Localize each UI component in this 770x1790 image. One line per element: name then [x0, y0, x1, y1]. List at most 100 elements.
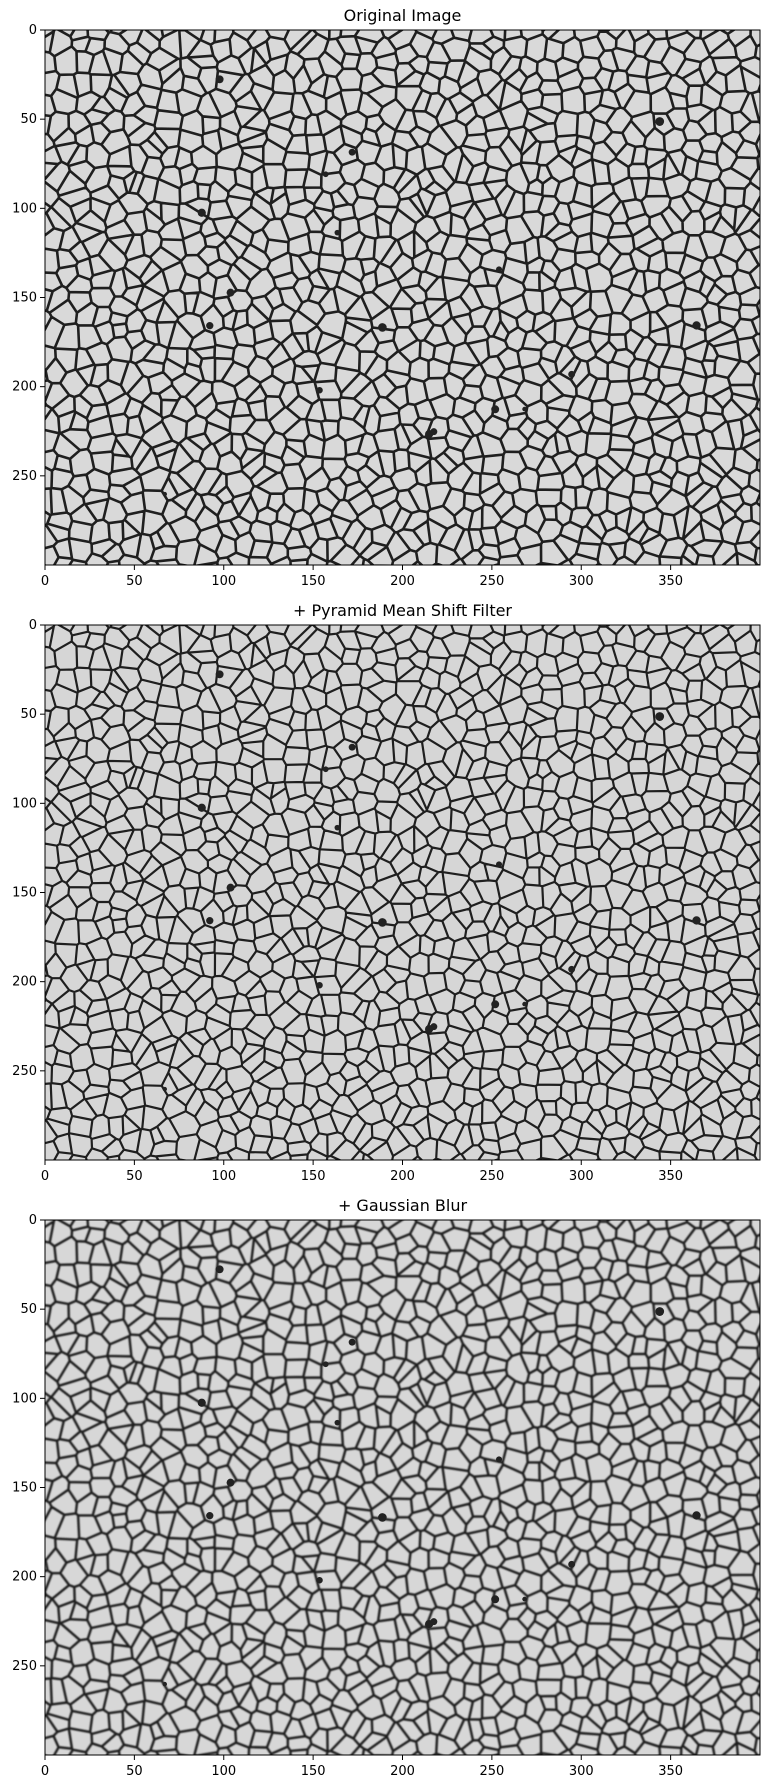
x-tick-label: 50 — [126, 1169, 143, 1184]
speckle — [322, 1361, 329, 1368]
speckle — [226, 883, 235, 892]
x-tick-label: 300 — [569, 1169, 594, 1184]
speckle — [334, 824, 341, 831]
y-tick-label: 100 — [12, 201, 37, 216]
x-tick-label: 100 — [211, 1764, 236, 1779]
speckle — [568, 1560, 576, 1568]
x-tick-label: 100 — [211, 574, 236, 589]
image-axes: 0 50 100 150 200 250 300 350 0 50 100 150 200 250 — [12, 23, 761, 589]
grain-boundaries — [45, 1220, 760, 1755]
y-tick-label: 0 — [29, 1213, 37, 1228]
y-tick-label: 250 — [12, 1064, 37, 1079]
y-tick-label: 200 — [12, 1570, 37, 1585]
speckle — [430, 1618, 438, 1626]
speckle — [206, 1512, 214, 1520]
x-tick-label: 0 — [41, 1169, 49, 1184]
speckle — [162, 1086, 167, 1092]
speckle — [162, 491, 167, 497]
speckle — [215, 75, 224, 84]
grain-boundaries — [45, 625, 760, 1160]
y-tick-label: 50 — [20, 112, 37, 127]
x-tick-label: 100 — [211, 1169, 236, 1184]
speckle — [655, 1307, 665, 1316]
speckle — [491, 1000, 500, 1009]
x-tick-label: 50 — [126, 1764, 143, 1779]
y-tick-label: 200 — [12, 380, 37, 395]
y-tick-label: 50 — [20, 707, 37, 722]
panel-title: + Gaussian Blur — [337, 1196, 468, 1215]
speckle — [348, 1338, 356, 1346]
speckle — [378, 323, 387, 332]
x-tick-label: 150 — [301, 574, 326, 589]
panel-title: Original Image — [343, 6, 462, 25]
speckle — [322, 171, 329, 178]
speckle — [316, 386, 323, 394]
speckle — [316, 981, 323, 989]
x-tick-label: 350 — [658, 574, 683, 589]
x-tick-label: 350 — [658, 1764, 683, 1779]
speckle — [655, 117, 665, 126]
x-tick-label: 350 — [658, 1169, 683, 1184]
speckle — [334, 229, 341, 236]
x-tick-label: 200 — [390, 574, 415, 589]
y-tick-label: 150 — [12, 291, 37, 306]
speckle — [348, 148, 356, 156]
speckle — [692, 321, 701, 330]
y-tick-label: 100 — [12, 796, 37, 811]
speckle — [495, 1456, 503, 1463]
speckle — [378, 1513, 387, 1522]
speckle — [197, 1398, 206, 1407]
y-tick-label: 0 — [29, 23, 37, 38]
panel-gaussian-blur: + Gaussian Blur 0 50 100 150 200 250 300 350 0 50… — [0, 1190, 770, 1785]
speckle — [226, 288, 235, 297]
x-tick-label: 250 — [479, 1764, 504, 1779]
speckle — [692, 916, 701, 925]
speckle — [655, 712, 665, 721]
speckle — [522, 406, 527, 412]
speckle — [206, 917, 214, 925]
x-tick-label: 200 — [390, 1764, 415, 1779]
speckle — [226, 1478, 235, 1487]
speckle — [522, 1001, 527, 1007]
x-tick-label: 300 — [569, 574, 594, 589]
x-tick-label: 200 — [390, 1169, 415, 1184]
y-tick-label: 250 — [12, 1659, 37, 1674]
x-tick-label: 250 — [479, 1169, 504, 1184]
speckle — [692, 1511, 701, 1520]
speckle — [378, 918, 387, 927]
speckle — [430, 428, 438, 436]
speckle — [197, 208, 206, 217]
speckle — [568, 370, 576, 378]
speckle — [495, 861, 503, 868]
x-tick-label: 250 — [479, 574, 504, 589]
x-tick-label: 0 — [41, 574, 49, 589]
panel-original-image: Original Image 0 50 100 150 200 250 300 350 0 50 1… — [0, 0, 770, 595]
y-tick-label: 50 — [20, 1302, 37, 1317]
speckle — [215, 1265, 224, 1274]
y-tick-label: 200 — [12, 975, 37, 990]
image-axes: 0 50 100 150 200 250 300 350 0 50 100 150 200 250 — [12, 1213, 761, 1779]
speckle — [206, 322, 214, 330]
y-tick-label: 0 — [29, 618, 37, 633]
y-tick-label: 150 — [12, 886, 37, 901]
x-tick-label: 0 — [41, 1764, 49, 1779]
speckle — [430, 1023, 438, 1031]
panel-title: + Pyramid Mean Shift Filter — [292, 601, 513, 620]
image-axes: 0 50 100 150 200 250 300 350 0 50 100 150 200 250 — [12, 618, 761, 1184]
speckle — [316, 1576, 323, 1584]
speckle — [322, 766, 329, 773]
x-tick-label: 50 — [126, 574, 143, 589]
speckle — [568, 965, 576, 973]
x-tick-label: 300 — [569, 1764, 594, 1779]
speckle — [334, 1419, 341, 1426]
speckle — [491, 1595, 500, 1604]
y-tick-label: 150 — [12, 1481, 37, 1496]
y-tick-label: 100 — [12, 1391, 37, 1406]
grain-boundaries — [45, 30, 760, 565]
x-tick-label: 150 — [301, 1169, 326, 1184]
x-tick-label: 150 — [301, 1764, 326, 1779]
speckle — [162, 1681, 167, 1687]
y-tick-label: 250 — [12, 469, 37, 484]
panel-pyramid-mean-shift: + Pyramid Mean Shift Filter 0 50 100 150 200… — [0, 595, 770, 1190]
speckle — [522, 1596, 527, 1602]
